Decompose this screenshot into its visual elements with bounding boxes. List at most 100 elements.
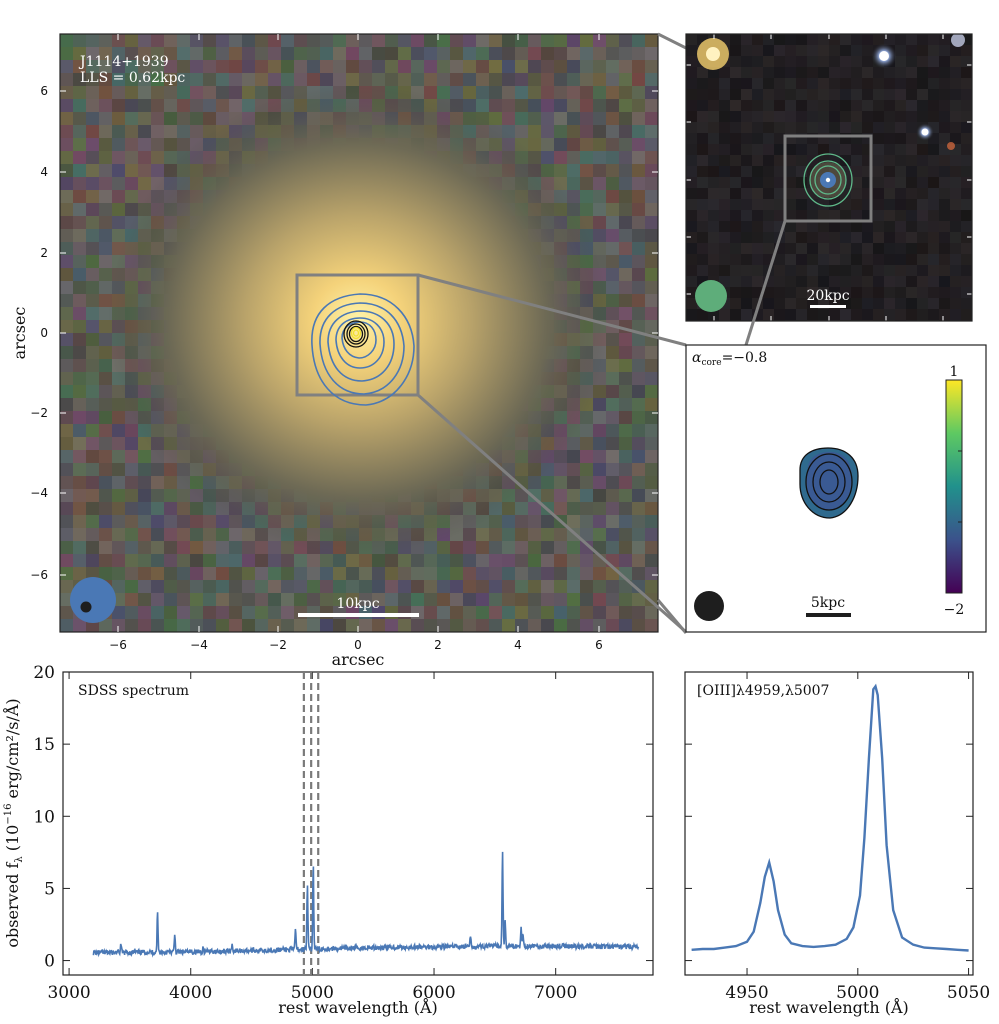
pixel (294, 554, 307, 567)
pixel (138, 47, 151, 60)
pixel (928, 67, 939, 78)
pixel (86, 424, 99, 437)
pixel (333, 619, 346, 632)
pixel (112, 502, 125, 515)
pixel (697, 232, 708, 243)
pixel (884, 166, 895, 177)
pixel (807, 243, 818, 254)
pixel (939, 199, 950, 210)
colorbar-ticks (958, 450, 962, 523)
pixel (807, 320, 818, 321)
pixel (632, 307, 645, 320)
pixel (873, 199, 884, 210)
pixel (359, 567, 372, 580)
pixel (741, 309, 752, 320)
pixel (741, 89, 752, 100)
pixel (489, 34, 502, 47)
pixel (906, 210, 917, 221)
pixel (619, 177, 632, 190)
pixel (796, 111, 807, 122)
pixel (851, 265, 862, 276)
pixel (606, 164, 619, 177)
pixel (320, 593, 333, 606)
pixel (112, 411, 125, 424)
pixel (719, 265, 730, 276)
pixel (554, 606, 567, 619)
pixel (884, 276, 895, 287)
pixel (796, 265, 807, 276)
pixel (255, 47, 268, 60)
pixel (950, 287, 961, 298)
pixel (242, 86, 255, 99)
pixel (593, 138, 606, 151)
pixel (255, 86, 268, 99)
pixel (567, 567, 580, 580)
pixel (73, 489, 86, 502)
pixel (138, 99, 151, 112)
pixel (86, 437, 99, 450)
pixel (950, 122, 961, 133)
pixel (708, 243, 719, 254)
wide-scale-label: 20kpc (806, 288, 849, 304)
pixel (632, 606, 645, 619)
pixel (125, 619, 138, 632)
pixel (515, 606, 528, 619)
pixel (619, 151, 632, 164)
pixel (774, 67, 785, 78)
pixel (190, 580, 203, 593)
pixel (463, 593, 476, 606)
pixel (862, 320, 873, 321)
pixel (502, 606, 515, 619)
pixel (99, 489, 112, 502)
pixel (752, 276, 763, 287)
pixel (86, 515, 99, 528)
pixel (917, 144, 928, 155)
wide-zoom-box (783, 134, 873, 223)
pixel (796, 254, 807, 265)
pixel (950, 133, 961, 144)
pixel (125, 554, 138, 567)
pixel (917, 199, 928, 210)
pixel (928, 276, 939, 287)
pixel (851, 232, 862, 243)
pixel (840, 56, 851, 67)
pixel (730, 78, 741, 89)
pixel (763, 45, 774, 56)
pixel (697, 199, 708, 210)
pixel (476, 99, 489, 112)
pixel (320, 34, 333, 47)
pixel (961, 320, 972, 321)
pixel (619, 255, 632, 268)
pixel (697, 122, 708, 133)
pixel (125, 476, 138, 489)
pixel (528, 99, 541, 112)
pixel (697, 111, 708, 122)
pixel (60, 476, 73, 489)
pixel (515, 528, 528, 541)
pixel (606, 359, 619, 372)
pixel (829, 122, 840, 133)
pixel (741, 254, 752, 265)
pixel (541, 554, 554, 567)
pixel (752, 78, 763, 89)
pixel (741, 243, 752, 254)
wide-connector-top (657, 32, 687, 50)
pixel (645, 112, 658, 125)
pixel (463, 554, 476, 567)
pixel (632, 580, 645, 593)
pixel (741, 177, 752, 188)
pixel (99, 99, 112, 112)
pixel (895, 232, 906, 243)
pixel (541, 515, 554, 528)
pixel (884, 265, 895, 276)
pixel (763, 254, 774, 265)
pixel (917, 287, 928, 298)
pixel (580, 60, 593, 73)
pixel (632, 34, 645, 47)
pixel (463, 606, 476, 619)
pixel (541, 567, 554, 580)
pixel (203, 47, 216, 60)
pixel (86, 372, 99, 385)
pixel (385, 47, 398, 60)
oiii-ticks: 4950 5000 5050 (685, 671, 990, 1003)
